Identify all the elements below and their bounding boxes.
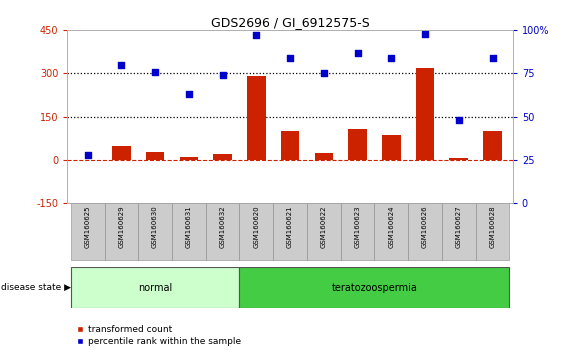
Bar <box>483 131 502 160</box>
Text: GSM160624: GSM160624 <box>389 205 394 248</box>
Bar <box>273 204 307 260</box>
Text: disease state ▶: disease state ▶ <box>1 283 71 292</box>
Text: GSM160620: GSM160620 <box>253 205 260 248</box>
Point <box>218 72 227 78</box>
Bar <box>408 204 442 260</box>
Point <box>151 69 160 75</box>
Bar <box>138 204 172 260</box>
Text: GSM160629: GSM160629 <box>118 205 124 248</box>
Point <box>117 62 126 68</box>
Text: GSM160632: GSM160632 <box>220 205 226 248</box>
Point <box>285 55 295 61</box>
Bar <box>71 204 104 260</box>
Title: GDS2696 / GI_6912575-S: GDS2696 / GI_6912575-S <box>211 16 369 29</box>
Point <box>251 33 261 38</box>
Text: GSM160627: GSM160627 <box>456 205 462 248</box>
Bar <box>315 153 333 160</box>
Text: GSM160630: GSM160630 <box>152 205 158 248</box>
Text: GSM160623: GSM160623 <box>355 205 360 248</box>
Bar <box>415 68 434 160</box>
Bar <box>112 146 131 160</box>
Bar <box>213 154 232 160</box>
Bar <box>476 204 509 260</box>
Bar <box>374 204 408 260</box>
Text: GSM160622: GSM160622 <box>321 205 327 248</box>
Bar <box>449 158 468 160</box>
Point <box>319 70 329 76</box>
Text: normal: normal <box>138 282 172 293</box>
Point <box>387 55 396 61</box>
Bar <box>307 204 340 260</box>
Bar <box>240 267 509 308</box>
Text: GSM160621: GSM160621 <box>287 205 293 248</box>
Point <box>454 118 464 123</box>
Bar <box>442 204 476 260</box>
Point <box>353 50 362 56</box>
Text: GSM160628: GSM160628 <box>489 205 496 248</box>
Point <box>420 31 430 36</box>
Bar <box>179 156 198 160</box>
Text: teratozoospermia: teratozoospermia <box>332 282 417 293</box>
Point <box>83 152 93 158</box>
Bar <box>172 204 206 260</box>
Bar <box>71 267 240 308</box>
Bar <box>382 135 401 160</box>
Text: GSM160631: GSM160631 <box>186 205 192 248</box>
Bar <box>206 204 240 260</box>
Text: GSM160626: GSM160626 <box>422 205 428 248</box>
Point <box>488 55 497 61</box>
Bar <box>281 131 299 160</box>
Bar <box>104 204 138 260</box>
Bar <box>348 129 367 160</box>
Bar <box>146 152 165 160</box>
Bar <box>240 204 273 260</box>
Legend: transformed count, percentile rank within the sample: transformed count, percentile rank withi… <box>72 321 245 349</box>
Point <box>184 91 193 97</box>
Text: GSM160625: GSM160625 <box>84 205 91 248</box>
Bar <box>247 76 265 160</box>
Bar <box>340 204 374 260</box>
